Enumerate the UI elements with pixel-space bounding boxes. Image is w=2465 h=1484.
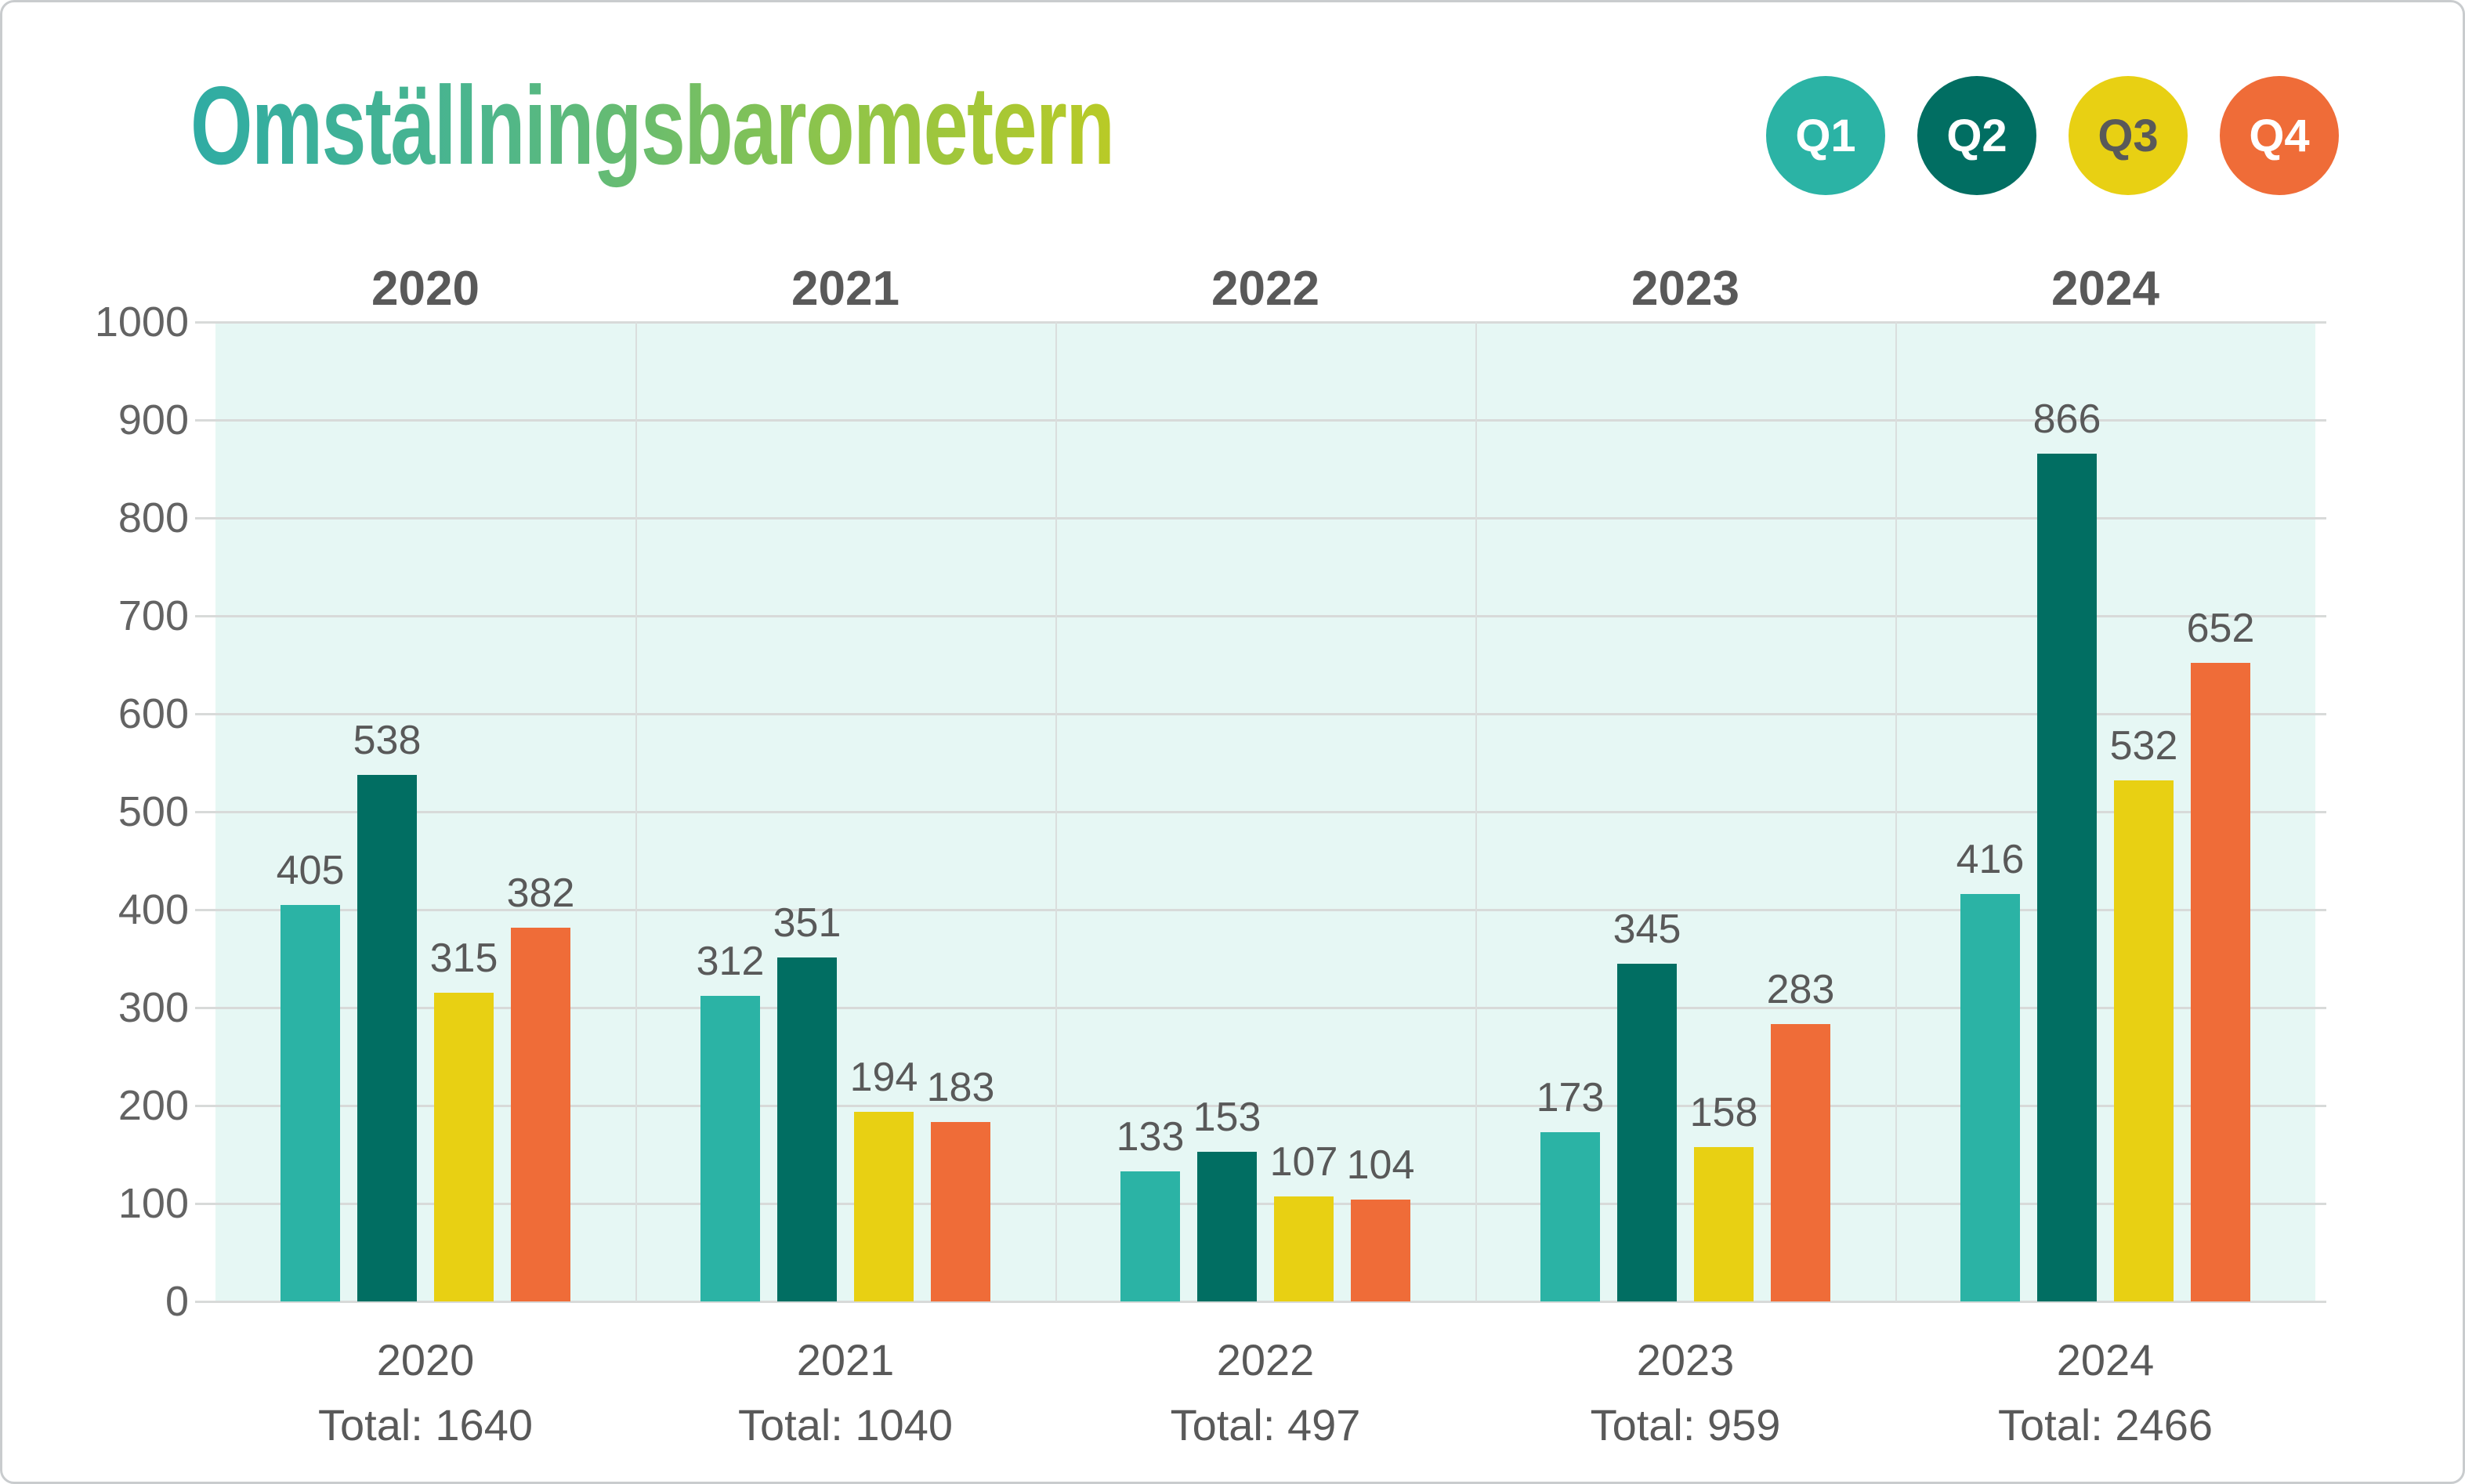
- bar-2023-q3: 158: [1694, 1147, 1754, 1302]
- bar-2023-q1: 173: [1540, 1132, 1600, 1301]
- y-tick-label-300: 300: [118, 983, 189, 1032]
- y-tick-label-0: 0: [165, 1277, 189, 1326]
- bar-value-label: 538: [353, 717, 422, 764]
- bar-value-label: 283: [1767, 966, 1835, 1013]
- x-year-label: 2021: [635, 1334, 1055, 1385]
- bar-value-label: 104: [1347, 1142, 1415, 1189]
- bar-value-label: 153: [1193, 1094, 1261, 1141]
- bar-value-label: 107: [1270, 1138, 1338, 1185]
- x-total-label: Total: 2466: [1895, 1399, 2315, 1450]
- bar-2022-q4: 104: [1351, 1200, 1410, 1301]
- bar-value-label: 345: [1613, 906, 1681, 953]
- bar-value-label: 532: [2110, 722, 2178, 769]
- bar-2024-q3: 532: [2114, 780, 2174, 1301]
- year-panel-2023: 173 345 158 283: [1475, 322, 1895, 1301]
- bar-2022-q2: 153: [1197, 1152, 1257, 1301]
- bar-value-label: 194: [850, 1054, 918, 1101]
- y-tick-label-700: 700: [118, 592, 189, 640]
- bar-2024-q4: 652: [2191, 663, 2250, 1301]
- x-axis-labels: 2020Total: 16402021Total: 10402022Total:…: [215, 1334, 2315, 1450]
- year-panel-2022: 133153107104: [1055, 322, 1475, 1301]
- bar-value-label: 351: [773, 899, 842, 947]
- bar-2021-q2: 351: [777, 957, 837, 1301]
- legend-badge-q3: Q3: [2069, 76, 2188, 195]
- y-tick-label-500: 500: [118, 787, 189, 836]
- x-label-cell-2024: 2024 Total: 2466: [1895, 1334, 2315, 1450]
- bar-value-label: 173: [1537, 1074, 1605, 1121]
- bar-2021-q3: 194: [854, 1112, 914, 1302]
- year-panel-2020: 405538315382: [215, 322, 635, 1301]
- x-total-label: Total: 1040: [635, 1399, 1055, 1450]
- y-tick-label-1000: 1000: [95, 298, 189, 346]
- bar-value-label: 652: [2187, 605, 2255, 652]
- plot-area: 4055383153823123511941831331531071041733…: [215, 322, 2315, 1301]
- bar-value-label: 183: [927, 1064, 995, 1111]
- bar-value-label: 312: [697, 938, 765, 985]
- bar-2022-q3: 107: [1274, 1196, 1334, 1301]
- y-tick-label-100: 100: [118, 1179, 189, 1228]
- x-year-label: 2024: [1895, 1334, 2315, 1385]
- year-panel-2024: 416 866 532 652: [1895, 322, 2315, 1301]
- x-label-cell-2023: 2023 Total: 959: [1475, 1334, 1895, 1450]
- year-heading-2024: 2024: [1895, 261, 2315, 317]
- bar-value-label: 158: [1690, 1089, 1758, 1136]
- y-tick-label-800: 800: [118, 494, 189, 542]
- bar-value-label: 866: [2033, 396, 2101, 443]
- x-total-label: Total: 959: [1475, 1399, 1895, 1450]
- bar-2022-q1: 133: [1120, 1171, 1180, 1301]
- bar-2020-q1: 405: [281, 905, 340, 1301]
- year-panel-2021: 312351194183: [635, 322, 1055, 1301]
- x-label-cell-2020: 2020 Total: 1640: [215, 1334, 635, 1450]
- bar-value-label: 315: [430, 935, 498, 982]
- bar-2021-q4: 183: [931, 1122, 990, 1301]
- x-label-cell-2021: 2021 Total: 1040: [635, 1334, 1055, 1450]
- x-year-label: 2020: [215, 1334, 635, 1385]
- legend-badge-q1: Q1: [1766, 76, 1885, 195]
- y-tick-label-900: 900: [118, 396, 189, 444]
- bar-value-label: 133: [1117, 1113, 1185, 1160]
- bar-2020-q2: 538: [357, 775, 417, 1302]
- x-label-cell-2022: 2022 Total: 497: [1055, 1334, 1475, 1450]
- bar-value-label: 405: [277, 847, 345, 894]
- bar-2023-q2: 345: [1617, 964, 1677, 1301]
- x-year-label: 2023: [1475, 1334, 1895, 1385]
- y-tick-label-600: 600: [118, 690, 189, 738]
- y-tick-label-400: 400: [118, 885, 189, 934]
- x-total-label: Total: 1640: [215, 1399, 635, 1450]
- y-tick-label-200: 200: [118, 1081, 189, 1130]
- bar-value-label: 382: [507, 870, 575, 917]
- legend-badge-q4: Q4: [2220, 76, 2339, 195]
- x-year-label: 2022: [1055, 1334, 1475, 1385]
- omstallningsbarometern-chart: Omställningsbarometern Q1Q2Q3Q4 20202021…: [0, 0, 2465, 1484]
- bar-2024-q2: 866: [2037, 454, 2097, 1302]
- bar-2024-q1: 416: [1960, 894, 2020, 1301]
- page-title: Omställningsbarometern: [190, 62, 1113, 190]
- year-top-labels: 20202021202220232024: [215, 261, 2315, 317]
- year-heading-2021: 2021: [635, 261, 1055, 317]
- x-total-label: Total: 497: [1055, 1399, 1475, 1450]
- bar-2021-q1: 312: [700, 996, 760, 1301]
- bar-value-label: 416: [1956, 836, 2025, 883]
- bar-2023-q4: 283: [1771, 1024, 1830, 1301]
- bar-2020-q3: 315: [434, 993, 494, 1301]
- year-heading-2022: 2022: [1055, 261, 1475, 317]
- year-heading-2023: 2023: [1475, 261, 1895, 317]
- legend-badge-q2: Q2: [1917, 76, 2036, 195]
- legend: Q1 Q2 Q3 Q4: [1766, 76, 2339, 195]
- bar-2020-q4: 382: [511, 928, 570, 1302]
- y-axis: 01002003004005006007008009001000: [2, 322, 189, 1301]
- year-panels: 4055383153823123511941831331531071041733…: [215, 322, 2315, 1301]
- year-heading-2020: 2020: [215, 261, 635, 317]
